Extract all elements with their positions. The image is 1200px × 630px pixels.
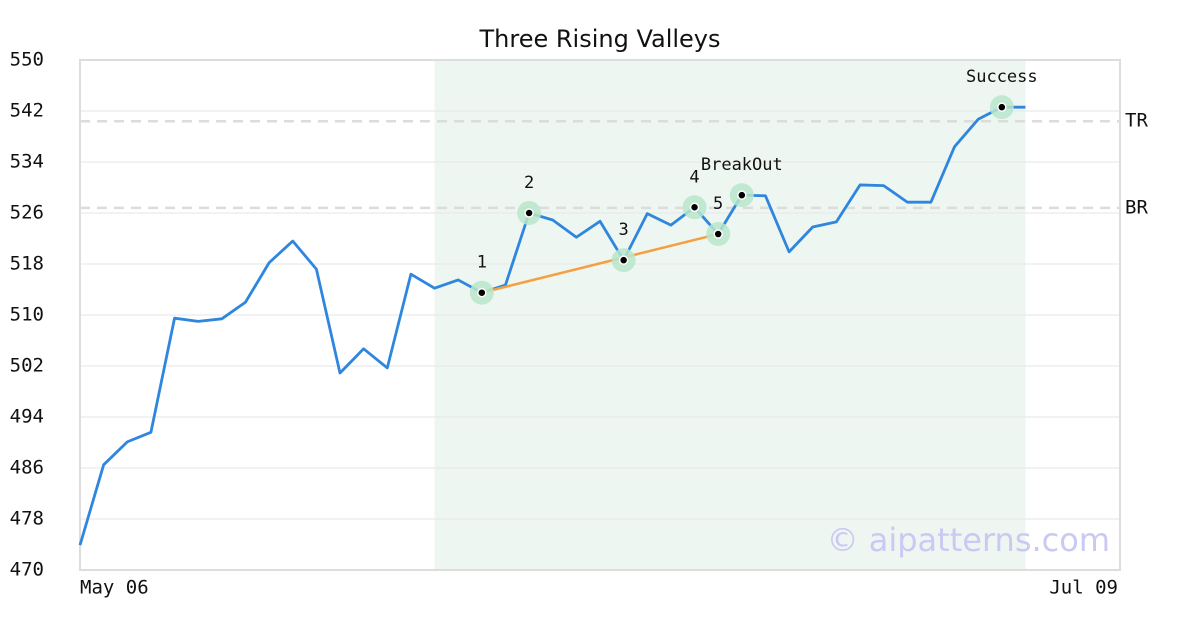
watermark: © aipatterns.com [827, 521, 1110, 559]
marker-label: 5 [713, 194, 723, 214]
chart-title: Three Rising Valleys [478, 25, 720, 53]
y-tick-label: 550 [10, 49, 44, 71]
y-tick-label: 478 [10, 508, 44, 530]
y-tick-label: 494 [10, 406, 44, 428]
marker-label: BreakOut [701, 155, 783, 175]
marker-dot [737, 190, 747, 200]
series-line [78, 105, 1026, 546]
y-tick-label: 510 [10, 304, 44, 326]
trendline [481, 232, 719, 294]
marker-label: Success [966, 67, 1038, 87]
marker-label: 4 [689, 167, 699, 187]
marker-label: 1 [477, 253, 487, 273]
marker-dot [618, 255, 629, 265]
plot-frame [79, 59, 1121, 571]
reference-label: BR [1125, 196, 1148, 218]
y-tick-label: 502 [10, 355, 44, 377]
y-tick-label: 518 [10, 253, 44, 275]
marker-label: 2 [524, 173, 534, 193]
marker-dot [524, 208, 534, 218]
y-tick-label: 486 [10, 457, 44, 479]
marker-dot [477, 287, 487, 298]
x-tick-label: May 06 [80, 577, 149, 599]
marker-dot [689, 202, 700, 213]
marker-label: 3 [619, 220, 629, 240]
marker-dot [713, 229, 723, 239]
y-tick-label: 542 [10, 100, 44, 122]
y-tick-label: 470 [10, 559, 44, 581]
reference-label: TR [1125, 110, 1148, 132]
y-tick-label: 534 [10, 151, 44, 173]
x-tick-label: Jul 09 [1049, 577, 1118, 599]
marker-dot [997, 102, 1007, 112]
y-tick-label: 526 [10, 202, 44, 224]
